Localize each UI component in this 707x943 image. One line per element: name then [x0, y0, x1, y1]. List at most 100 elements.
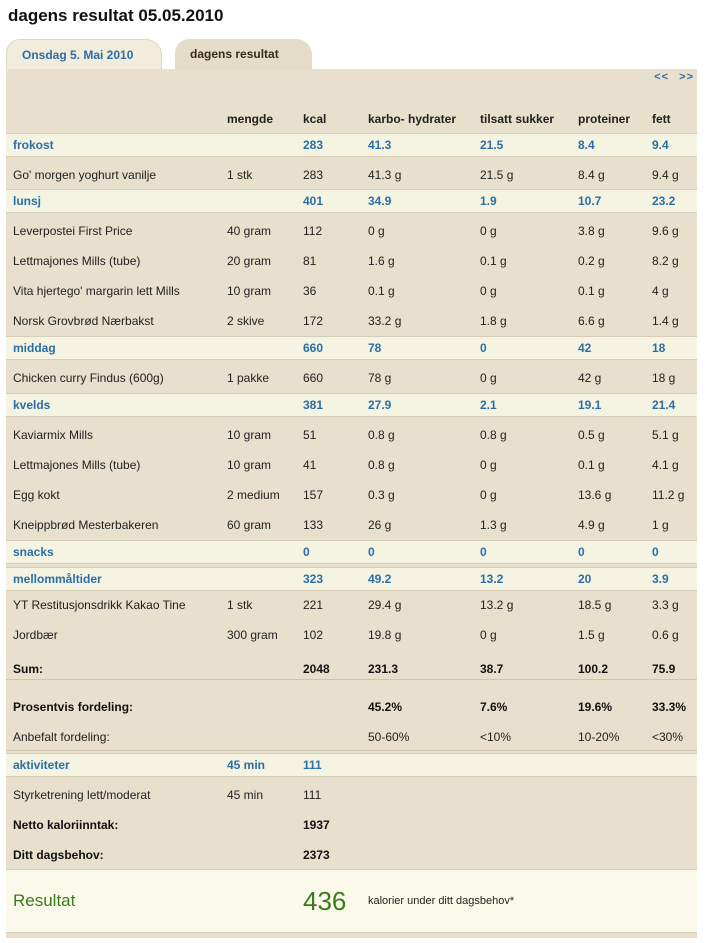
table-cell: 33.2 g [368, 314, 402, 328]
table-cell: 5.1 g [652, 428, 679, 442]
section-row: aktiviteter 45 min 111 [6, 753, 697, 777]
result-label: Resultat [13, 891, 76, 910]
table-row: Kaviarmix Mills 10 gram 51 0.8 g 0.8 g 0.5 g 5… [6, 420, 697, 450]
table-cell: 660 [303, 341, 324, 355]
table-cell: 0.3 g [368, 488, 395, 502]
table-cell: 1 stk [227, 168, 253, 182]
table-cell: 51 [303, 428, 317, 442]
section-label[interactable]: middag [13, 341, 56, 355]
table-cell: 0 [480, 341, 487, 355]
table-cell: 401 [303, 194, 324, 208]
table-cell: 283 [303, 168, 324, 182]
next-day-link[interactable]: >> [679, 71, 694, 83]
table-cell: 0 g [480, 628, 497, 642]
table-cell: 19.6% [578, 700, 613, 714]
table-cell: 21.4 [652, 398, 676, 412]
section-label[interactable]: mellommåltider [13, 572, 102, 586]
table-cell: 0 g [480, 224, 497, 238]
table-cell: 45.2% [368, 700, 403, 714]
table-row: Lettmajones Mills (tube) 20 gram 81 1.6 g 0.… [6, 246, 697, 276]
table-cell: 18.5 g [578, 598, 612, 612]
table-row: Anbefalt fordeling: 50-60% <10% 10-20% <30% [6, 722, 697, 752]
table-cell: 3.8 g [578, 224, 605, 238]
table-cell: 45 min [227, 758, 266, 772]
table-cell: 172 [303, 314, 324, 328]
table-cell: 300 gram [227, 628, 278, 642]
table-cell: 10 gram [227, 284, 272, 298]
table-cell: 133 [303, 518, 324, 532]
column-header: fett [652, 112, 671, 126]
table-row: Lettmajones Mills (tube) 10 gram 41 0.8 g 0 … [6, 450, 697, 480]
table-cell: 50-60% [368, 730, 410, 744]
table-cell: 7.6% [480, 700, 508, 714]
table-cell: 60 gram [227, 518, 272, 532]
table-cell: 20 gram [227, 254, 272, 268]
tab-date[interactable]: Onsdag 5. Mai 2010 [6, 39, 162, 69]
table-cell: 0.1 g [578, 284, 605, 298]
tab-dagens-resultat[interactable]: dagens resultat [175, 39, 312, 69]
table-cell: 2 skive [227, 314, 265, 328]
table-cell: 10 gram [227, 428, 272, 442]
table-cell: 0.6 g [652, 628, 679, 642]
table-cell: 13.2 [480, 572, 504, 586]
row-label: Lettmajones Mills (tube) [13, 254, 141, 268]
section-label[interactable]: snacks [13, 545, 54, 559]
table-cell: 4.9 g [578, 518, 605, 532]
section-row: middag 660 78 0 42 18 [6, 336, 697, 360]
table-cell: 9.6 g [652, 224, 679, 238]
result-summary: Resultat 436 kalorier under ditt dagsbeh… [6, 869, 697, 933]
table-cell: 18 g [652, 371, 676, 385]
table-cell: 42 [578, 341, 592, 355]
table-cell: 0 g [480, 458, 497, 472]
table-cell: 34.9 [368, 194, 392, 208]
table-cell: 0.5 g [578, 428, 605, 442]
table-cell: 381 [303, 398, 324, 412]
table-cell: <30% [652, 730, 684, 744]
section-row: frokost 283 41.3 21.5 8.4 9.4 [6, 133, 697, 157]
row-label: Chicken curry Findus (600g) [13, 371, 164, 385]
row-label: Go' morgen yoghurt vanilje [13, 168, 157, 182]
previous-day-link[interactable]: << [654, 71, 670, 83]
table-cell: 6.6 g [578, 314, 605, 328]
section-label[interactable]: kvelds [13, 398, 51, 412]
table-cell: 75.9 [652, 662, 676, 676]
table-cell: 9.4 g [652, 168, 679, 182]
table-row: YT Restitusjonsdrikk Kakao Tine 1 stk 221 2… [6, 590, 697, 620]
row-label: Sum: [13, 662, 43, 676]
table-cell: 41 [303, 458, 317, 472]
day-navigation: << >> [648, 71, 694, 83]
table-cell: 0.1 g [480, 254, 507, 268]
result-panel: << >> mengde kcal karbo- hydrater tilsat… [6, 69, 697, 938]
table-cell: 11.2 g [652, 488, 685, 502]
table-cell: 10 gram [227, 458, 272, 472]
table-row: Netto kaloriinntak: 1937 [6, 810, 697, 840]
row-label: YT Restitusjonsdrikk Kakao Tine [13, 598, 186, 612]
table-cell: 78 [368, 341, 382, 355]
column-header: karbo- hydrater [368, 112, 457, 126]
table-cell: 8.2 g [652, 254, 679, 268]
section-label[interactable]: frokost [13, 138, 54, 152]
table-cell: 8.4 g [578, 168, 605, 182]
row-label: Styrketrening lett/moderat [13, 788, 151, 802]
table-cell: 4.1 g [652, 458, 679, 472]
table-cell: 13.6 g [578, 488, 612, 502]
table-row: Go' morgen yoghurt vanilje 1 stk 283 41.3 g… [6, 160, 697, 190]
row-label: Lettmajones Mills (tube) [13, 458, 141, 472]
table-cell: 0 [578, 545, 585, 559]
row-label: Netto kaloriinntak: [13, 818, 119, 832]
section-label[interactable]: aktiviteter [13, 758, 70, 772]
table-cell: 20 [578, 572, 592, 586]
table-cell: 3.9 [652, 572, 669, 586]
table-cell: 10-20% [578, 730, 620, 744]
table-cell: 18 [652, 341, 666, 355]
table-cell: 78 g [368, 371, 392, 385]
table-cell: 1.4 g [652, 314, 679, 328]
table-cell: 0 g [368, 224, 385, 238]
divider [6, 679, 697, 680]
table-cell: 45 min [227, 788, 264, 802]
table-cell: 36 [303, 284, 317, 298]
row-label: Anbefalt fordeling: [13, 730, 110, 744]
row-label: Prosentvis fordeling: [13, 700, 134, 714]
table-cell: 33.3% [652, 700, 687, 714]
section-label[interactable]: lunsj [13, 194, 42, 208]
